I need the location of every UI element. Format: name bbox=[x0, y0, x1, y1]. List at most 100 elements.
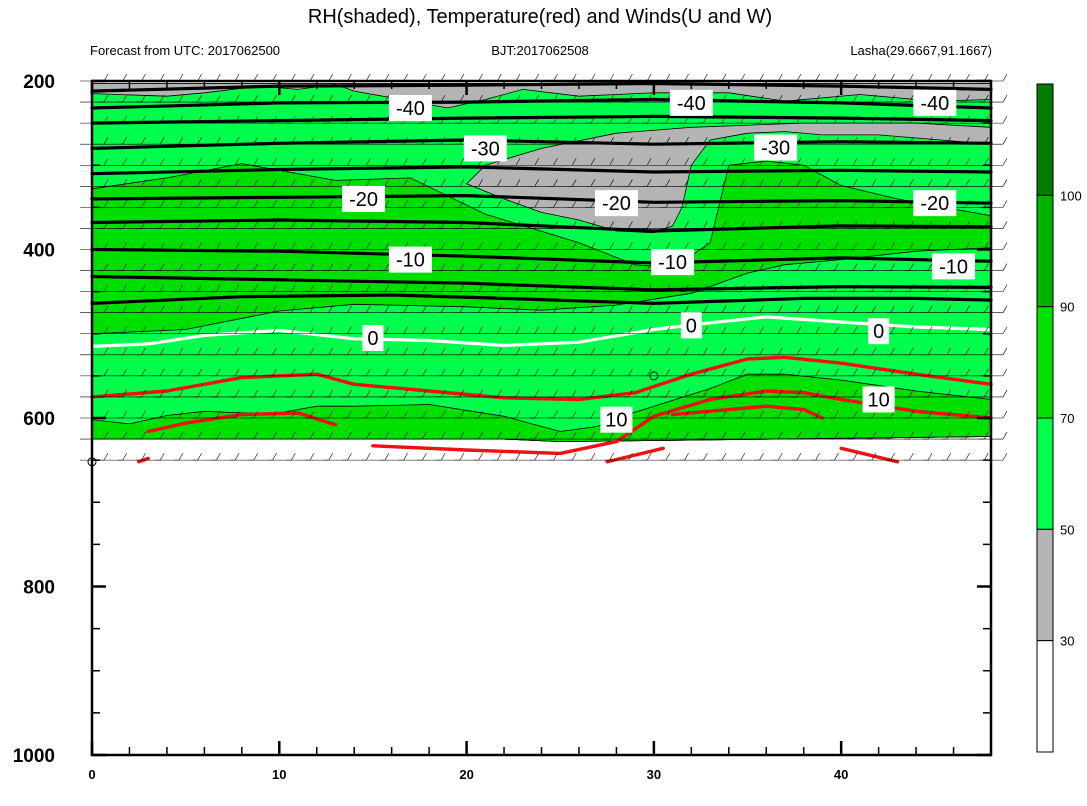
wind-barb-flag bbox=[384, 115, 390, 124]
wind-barb-flag bbox=[965, 431, 970, 440]
wind-barb-flag bbox=[909, 200, 914, 208]
wind-barb-flag bbox=[197, 410, 202, 419]
wind-barb-flag bbox=[365, 137, 371, 145]
wind-barb-flag bbox=[253, 115, 259, 124]
wind-barb-flag bbox=[216, 431, 221, 440]
wind-barb-flag bbox=[590, 326, 596, 334]
isotherm-10 bbox=[605, 446, 665, 464]
wind-barb-flag bbox=[216, 158, 221, 166]
wind-barb-flag bbox=[309, 305, 315, 313]
wind-barb-flag bbox=[159, 305, 165, 313]
wind-barb-flag bbox=[234, 115, 240, 124]
contour-label: -40 bbox=[920, 93, 949, 115]
wind-barb-flag bbox=[796, 137, 802, 145]
wind-barb-flag bbox=[834, 94, 839, 103]
wind-barb-flag bbox=[328, 200, 334, 208]
wind-barb-flag bbox=[890, 368, 895, 377]
wind-barb-flag bbox=[721, 115, 727, 124]
wind-barb-flag bbox=[815, 431, 820, 440]
contour-label-box bbox=[600, 406, 633, 433]
wind-barb-flag bbox=[796, 284, 802, 292]
wind-barb-flag bbox=[253, 326, 259, 334]
wind-barb-flag bbox=[141, 242, 146, 250]
wind-barb-flag bbox=[178, 326, 184, 334]
wind-barb-flag bbox=[571, 368, 577, 377]
wind-barb-flag bbox=[796, 158, 802, 166]
wind-barb-flag bbox=[159, 389, 165, 398]
wind-barb-flag bbox=[309, 158, 315, 166]
wind-barb-flag bbox=[422, 431, 427, 440]
wind-barb-flag bbox=[609, 368, 614, 377]
wind-barb-flag bbox=[291, 347, 296, 355]
wind-barb-flag bbox=[422, 305, 427, 313]
wind-barb-flag bbox=[197, 305, 202, 313]
wind-barb-flag bbox=[478, 200, 483, 208]
isotherm--40 bbox=[90, 97, 993, 110]
wind-barb-flag bbox=[178, 389, 184, 398]
wind-barb-flag bbox=[515, 94, 521, 103]
wind-barb-flag bbox=[665, 368, 671, 377]
wind-barb-flag bbox=[178, 242, 184, 250]
wind-barb-flag bbox=[927, 410, 933, 419]
wind-barb-flag bbox=[309, 263, 315, 271]
wind-barb-flag bbox=[703, 263, 708, 271]
wind-barb-flag bbox=[403, 221, 408, 229]
wind-barb-flag bbox=[1002, 200, 1008, 208]
wind-barb-flag bbox=[309, 284, 315, 292]
wind-barb-flag bbox=[459, 389, 465, 398]
isotherm-10 bbox=[670, 404, 825, 420]
wind-barb-flag bbox=[234, 368, 240, 377]
wind-barb-flag bbox=[347, 263, 352, 271]
wind-barb-flag bbox=[141, 368, 146, 377]
wind-barb-flag bbox=[777, 284, 783, 292]
wind-barb-flag bbox=[365, 284, 371, 292]
wind-barb-flag bbox=[291, 158, 296, 166]
wind-barb-flag bbox=[159, 221, 165, 229]
wind-barb-flag bbox=[159, 326, 165, 334]
wind-barb-flag bbox=[796, 347, 802, 355]
wind-barb-flag bbox=[272, 158, 277, 166]
wind-barb-flag bbox=[946, 242, 952, 250]
wind-barb-flag bbox=[534, 452, 540, 461]
wind-barb-flag bbox=[384, 179, 390, 187]
wind-barb-flag bbox=[141, 347, 146, 355]
wind-barb-flag bbox=[759, 305, 764, 313]
wind-barb-flag bbox=[628, 305, 633, 313]
wind-barb-flag bbox=[646, 305, 652, 313]
isotherm--40 bbox=[90, 114, 993, 125]
wind-barb-flag bbox=[590, 115, 596, 124]
wind-barb-flag bbox=[309, 242, 315, 250]
wind-barb-flag bbox=[815, 305, 820, 313]
wind-barb-flag bbox=[384, 326, 390, 334]
wind-barb-flag bbox=[927, 179, 933, 187]
wind-barb-flag bbox=[178, 94, 184, 103]
wind-barb-flag bbox=[965, 326, 970, 334]
wind-barb-flag bbox=[309, 347, 315, 355]
wind-barb-flag bbox=[365, 179, 371, 187]
colorbar: 30 50 70 90 100 bbox=[1036, 83, 1082, 753]
wind-barb-flag bbox=[272, 242, 277, 250]
wind-barb-flag bbox=[1002, 284, 1008, 292]
contour-label: -10 bbox=[939, 256, 968, 278]
wind-barb-flag bbox=[309, 221, 315, 229]
wind-barb-flag bbox=[234, 410, 240, 419]
wind-barb-flag bbox=[796, 94, 802, 103]
wind-barb-flag bbox=[890, 221, 895, 229]
isotherm-0 bbox=[90, 315, 993, 348]
wind-barb-flag bbox=[796, 179, 802, 187]
wind-barb-flag bbox=[852, 326, 858, 334]
wind-barb-flag bbox=[984, 368, 989, 377]
wind-barb-flag bbox=[721, 221, 727, 229]
wind-barb-flag bbox=[815, 410, 820, 419]
wind-barb-flag bbox=[272, 179, 277, 187]
wind-barb-flag bbox=[609, 158, 614, 166]
wind-barb-flag bbox=[777, 200, 783, 208]
wind-barb-flag bbox=[571, 200, 577, 208]
wind-barb-flag bbox=[122, 242, 127, 250]
wind-barb-flag bbox=[440, 242, 446, 250]
wind-barb-flag bbox=[515, 115, 521, 124]
wind-barb-flag bbox=[440, 94, 446, 103]
wind-barb-flag bbox=[216, 452, 221, 461]
wind-barb-flag bbox=[197, 263, 202, 271]
wind-barb-flag bbox=[609, 326, 614, 334]
